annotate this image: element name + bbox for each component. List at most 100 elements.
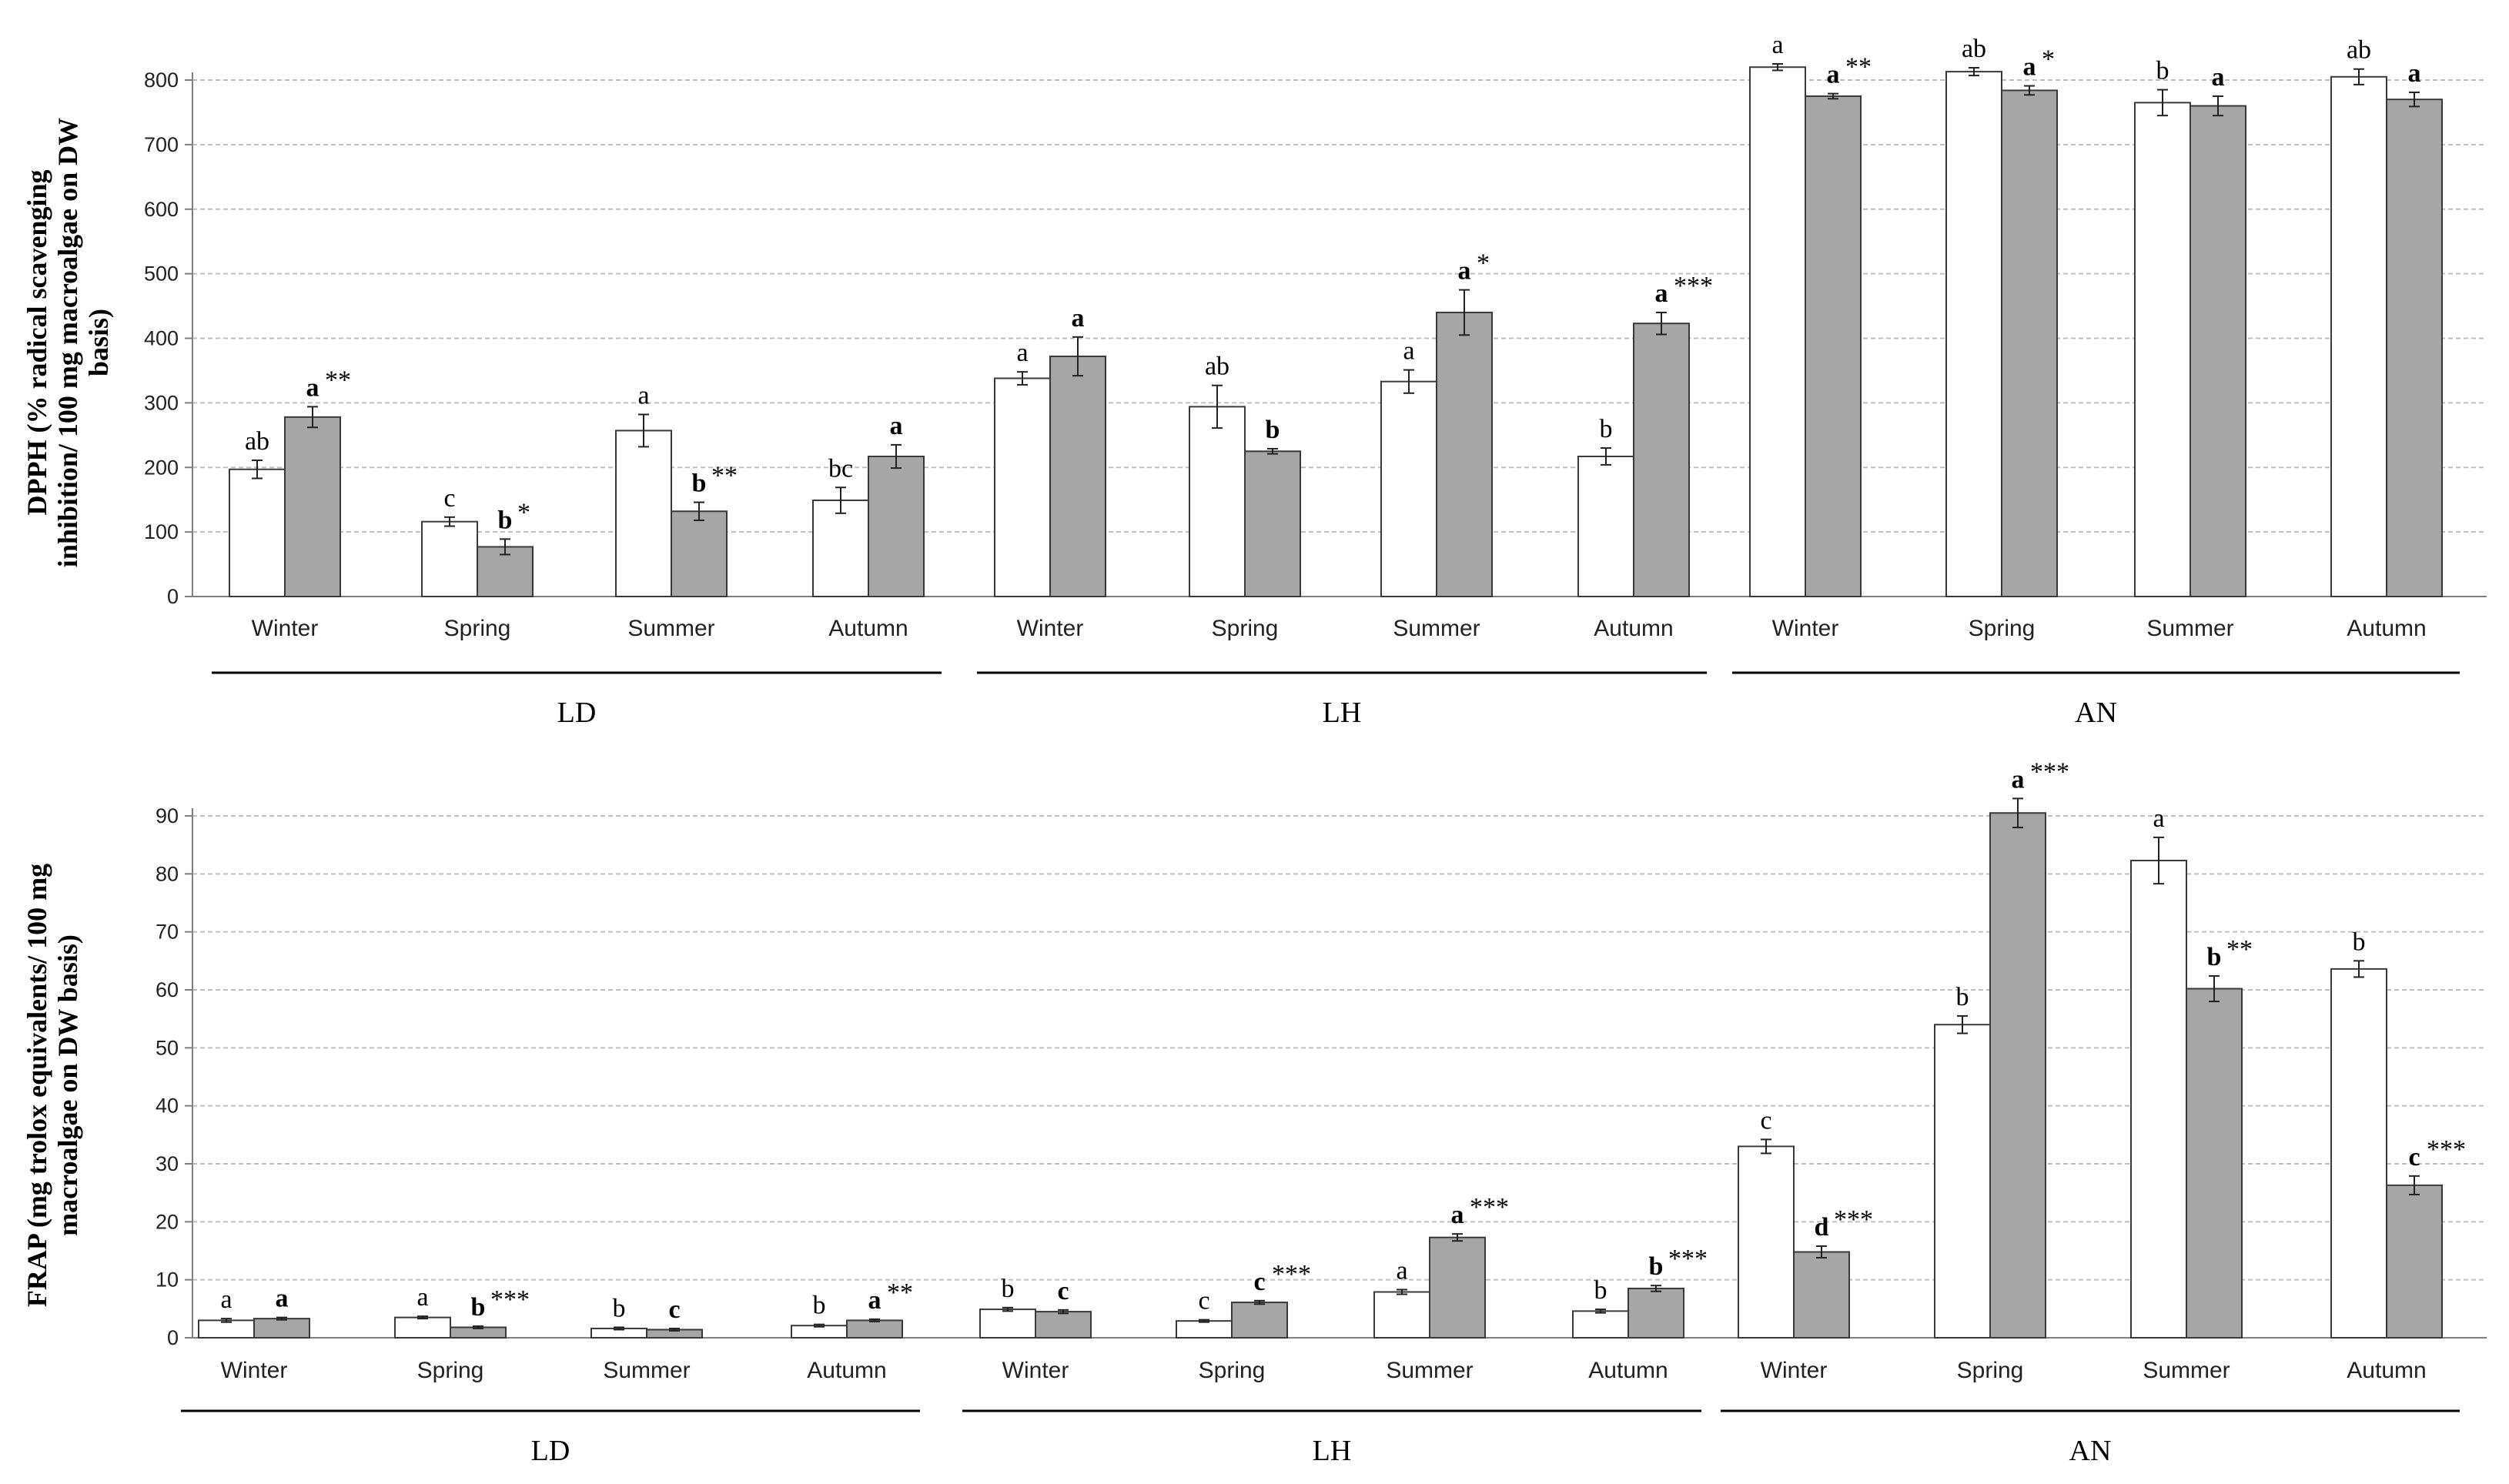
grey-significance-letter: b (498, 506, 513, 534)
y-tick-label: 20 (156, 1210, 179, 1233)
white-significance-letter: c (443, 484, 455, 513)
y-tick-label: 200 (144, 456, 179, 479)
white-bar-AN-Autumn (2330, 968, 2387, 1339)
white-bar-LD-Spring (421, 520, 478, 598)
grey-significance-letter: a (890, 412, 903, 440)
season-label: Winter (1772, 616, 1839, 641)
season-label: Summer (1386, 1358, 1473, 1383)
season-label: Summer (2146, 616, 2233, 641)
grey-significance-letter: a (306, 373, 319, 402)
grey-significance-letter: a (868, 1286, 881, 1315)
grey-significance-letter: b (692, 470, 707, 498)
y-tick-label: 800 (144, 69, 179, 92)
white-significance-letter: a (220, 1285, 232, 1314)
significance-stars: ** (2226, 935, 2253, 964)
y-tick-label: 40 (156, 1095, 179, 1118)
y-tick-label: 30 (156, 1152, 179, 1175)
grey-significance-letter: c (668, 1295, 680, 1324)
significance-stars: *** (1668, 1245, 1708, 1273)
white-significance-letter: b (2156, 57, 2169, 85)
season-label: Winter (221, 1358, 288, 1383)
y-tick-label: 50 (156, 1036, 179, 1059)
white-bar-LD-Winter (229, 468, 286, 597)
group-label-LH: LH (1323, 697, 1362, 729)
y-tick-label: 10 (156, 1268, 179, 1292)
white-significance-letter: ab (2347, 36, 2371, 65)
y-tick-label: 400 (144, 327, 179, 350)
significance-stars: ** (711, 462, 738, 490)
grey-bar-LD-Winter (253, 1318, 310, 1339)
season-label: Spring (1969, 616, 2036, 641)
group-label-LD: LD (557, 697, 597, 729)
grey-bar-AN-Summer (2186, 988, 2243, 1339)
significance-stars: *** (1834, 1205, 1873, 1234)
grey-significance-letter: a (2408, 59, 2421, 88)
grey-significance-letter: a (276, 1285, 289, 1313)
season-label: Winter (1017, 616, 1084, 641)
season-label: Autumn (828, 616, 908, 641)
white-bar-LD-Summer (615, 429, 672, 597)
grey-significance-letter: b (471, 1293, 486, 1322)
significance-stars: *** (2030, 757, 2069, 786)
white-significance-letter: b (1600, 415, 1613, 443)
grey-bar-AN-Winter (1793, 1251, 1850, 1339)
white-bar-LD-Spring (394, 1316, 451, 1339)
grey-significance-letter: a (2023, 53, 2036, 82)
white-significance-letter: c (1198, 1287, 1209, 1315)
season-label: Spring (417, 1358, 484, 1383)
white-bar-LD-Autumn (812, 500, 869, 597)
white-significance-letter: a (416, 1283, 428, 1312)
grey-significance-letter: a (1458, 257, 1471, 286)
white-significance-letter: a (637, 381, 649, 409)
grey-significance-letter: b (2207, 943, 2222, 971)
grey-bar-AN-Summer (2190, 105, 2246, 598)
group-label-AN: AN (2075, 697, 2117, 729)
y-axis-title-line: basis) (83, 309, 114, 376)
season-label: Spring (1957, 1358, 2024, 1383)
season-label: Spring (1199, 1358, 1266, 1383)
season-label: Autumn (1594, 616, 1673, 641)
grey-bar-AN-Autumn (2386, 99, 2443, 598)
grey-significance-letter: a (2012, 765, 2025, 794)
grey-significance-letter: a (1655, 279, 1668, 308)
white-bar-LH-Spring (1176, 1320, 1233, 1339)
grey-bar-LH-Winter (1049, 355, 1106, 597)
white-significance-letter: a (1771, 31, 1783, 59)
significance-stars: ** (325, 366, 351, 394)
grey-bar-LH-Spring (1231, 1302, 1288, 1339)
season-label: Spring (1212, 616, 1279, 641)
white-bar-LD-Winter (198, 1319, 255, 1339)
white-bar-AN-Summer (2134, 102, 2191, 597)
chart-panel-1: DPPH (% radical scavenging inhibition/ 10… (22, 31, 2487, 729)
grey-bar-LD-Winter (284, 416, 341, 598)
y-tick-label: 90 (156, 804, 179, 827)
white-bar-AN-Spring (1934, 1024, 1991, 1339)
season-label: Summer (627, 616, 714, 641)
grey-bar-LH-Summer (1429, 1236, 1486, 1339)
season-label: Autumn (1588, 1358, 1668, 1383)
grey-significance-letter: a (2212, 63, 2225, 92)
white-bar-AN-Winter (1749, 66, 1806, 598)
chart-panel-2: FRAP (mg trolox equivalents/ 100 mg macro… (22, 757, 2487, 1467)
y-tick-label: 600 (144, 198, 179, 221)
grey-significance-letter: a (1451, 1201, 1464, 1229)
y-tick-label: 300 (144, 391, 179, 414)
season-label: Summer (603, 1358, 690, 1383)
white-significance-letter: c (1760, 1106, 1771, 1135)
white-significance-letter: ab (1205, 353, 1229, 381)
white-significance-letter: b (1956, 983, 1969, 1011)
white-significance-letter: b (613, 1294, 626, 1322)
y-axis-title-line: FRAP (mg trolox equivalents/ 100 mg (22, 864, 52, 1307)
season-label: Winter (252, 616, 319, 641)
white-significance-letter: ab (1962, 35, 1986, 63)
season-label: Autumn (2347, 1358, 2426, 1383)
season-label: Autumn (2347, 616, 2426, 641)
y-tick-label: 80 (156, 862, 179, 885)
grey-bar-AN-Spring (2001, 89, 2058, 598)
season-label: Spring (444, 616, 511, 641)
white-bar-LH-Autumn (1572, 1310, 1629, 1339)
season-label: Winter (1002, 1358, 1069, 1383)
white-significance-letter: bc (828, 454, 853, 483)
grey-bar-AN-Winter (1805, 95, 1862, 597)
grey-significance-letter: a (1827, 61, 1840, 89)
